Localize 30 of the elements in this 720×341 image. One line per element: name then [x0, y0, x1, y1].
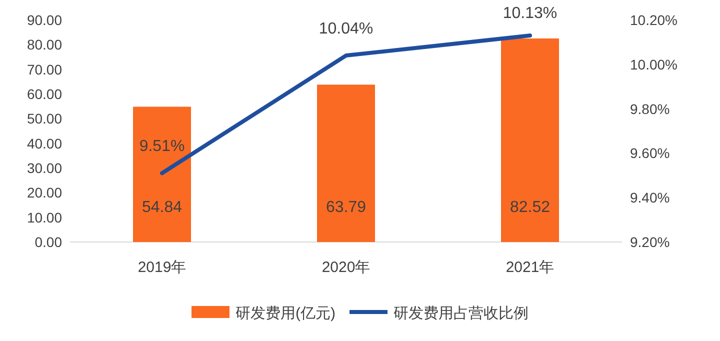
data-label: 82.52 [510, 199, 550, 216]
y-tick-label: 10.00 [26, 209, 62, 226]
y-tick-label: 50.00 [26, 110, 62, 127]
y-tick-label: 0.00 [34, 234, 62, 250]
y2-tick-label: 9.80% [630, 100, 670, 117]
y-tick-label: 70.00 [26, 61, 62, 78]
y2-tick-label: 10.00% [630, 56, 678, 72]
data-label: 10.13% [502, 5, 558, 22]
data-label: 63.79 [326, 199, 366, 216]
y-tick-label: 80.00 [26, 36, 62, 53]
data-label: 9.51% [139, 138, 185, 156]
y2-tick-label: 9.40% [630, 190, 670, 206]
x-tick-label: 2021年 [506, 259, 554, 276]
bar [501, 38, 559, 242]
y-tick-label: 90.00 [26, 12, 62, 28]
y-tick-label: 40.00 [26, 135, 62, 152]
x-tick-label: 2019年 [138, 259, 186, 276]
y2-tick-label: 9.20% [630, 234, 670, 250]
legend-label: 研发费用占营收比例 [394, 305, 528, 322]
y-tick-label: 20.00 [26, 184, 62, 201]
y2-tick-label: 9.60% [630, 145, 670, 162]
bar [133, 106, 191, 242]
x-tick-label: 2020年 [322, 259, 370, 276]
legend-label: 研发费用(亿元) [236, 305, 336, 322]
y2-tick-label: 10.20% [630, 12, 678, 28]
data-label: 10.04% [318, 20, 374, 38]
y-tick-label: 60.00 [26, 86, 62, 102]
data-label: 54.84 [142, 199, 182, 216]
y-tick-label: 30.00 [26, 160, 62, 176]
bar [317, 84, 375, 242]
